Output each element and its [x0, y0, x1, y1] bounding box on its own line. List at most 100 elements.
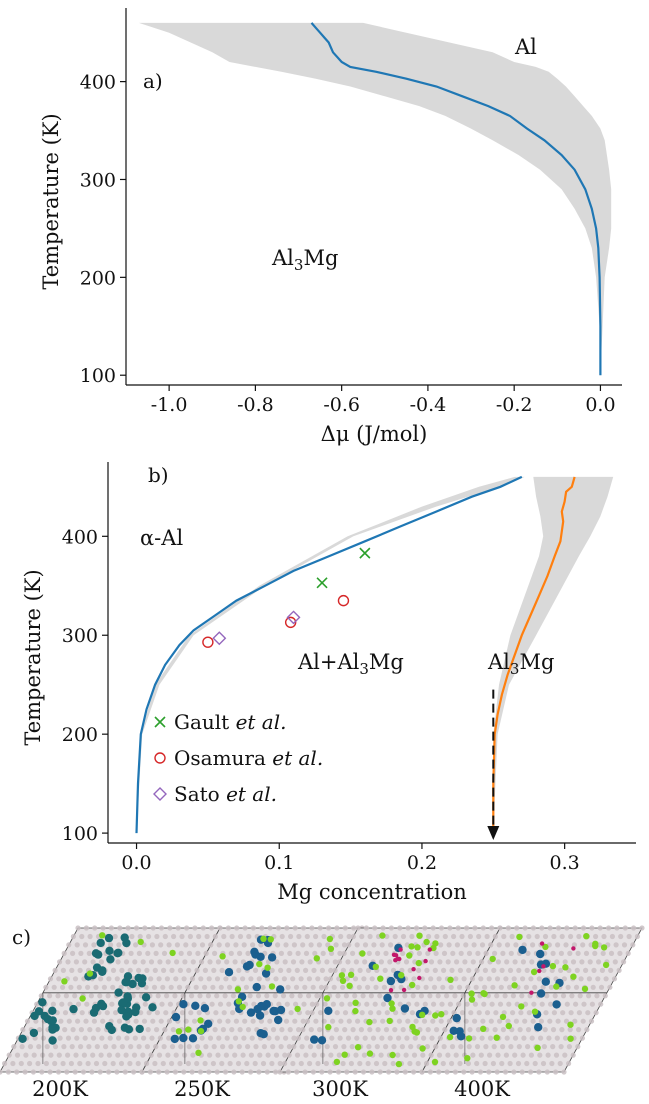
- lattice-atom: [258, 1018, 264, 1024]
- lattice-atom: [154, 1010, 160, 1016]
- lattice-atom: [465, 1060, 471, 1067]
- lattice-atom: [317, 925, 323, 931]
- lattice-atom: [60, 984, 66, 990]
- lattice-atom: [75, 925, 81, 931]
- lattice-atom: [365, 984, 371, 990]
- lattice-atom: [110, 1060, 116, 1067]
- y-tick-label: 400: [80, 72, 116, 94]
- lattice-atom: [445, 959, 451, 965]
- cluster-atom: [552, 1000, 561, 1009]
- lattice-atom: [217, 925, 223, 931]
- lattice-atom: [476, 1010, 482, 1016]
- lattice-atom: [192, 925, 198, 931]
- lattice-atom: [278, 950, 284, 957]
- lattice-atom: [52, 1060, 58, 1067]
- lattice-atom: [215, 959, 221, 965]
- lattice-atom: [103, 1044, 109, 1050]
- lattice-atom: [471, 942, 477, 948]
- lattice-atom: [578, 976, 584, 982]
- lattice-atom: [547, 925, 553, 931]
- lattice-atom: [68, 984, 74, 990]
- lattice-atom: [500, 1027, 506, 1033]
- lattice-atom: [593, 1010, 599, 1016]
- lattice-atom: [502, 993, 508, 999]
- lattice-atom: [392, 933, 398, 940]
- lattice-atom: [90, 1035, 97, 1041]
- solute-atom: [99, 932, 106, 939]
- lattice-atom: [209, 1001, 215, 1007]
- uncertainty-band: [138, 22, 612, 376]
- cluster-atom: [170, 1034, 179, 1044]
- lattice-atom: [237, 950, 243, 957]
- lattice-atom: [65, 1052, 71, 1058]
- lattice-atom: [425, 950, 431, 957]
- solute-atom-magenta: [571, 946, 576, 951]
- lattice-atom: [393, 993, 400, 999]
- solute-atom: [446, 1033, 454, 1041]
- lattice-atom: [43, 1060, 50, 1067]
- lattice-atom: [75, 1001, 82, 1007]
- lattice-atom: [135, 1060, 141, 1067]
- solute-atom: [415, 959, 422, 967]
- lattice-atom: [548, 1001, 554, 1007]
- lattice-atom: [525, 1027, 532, 1033]
- lattice-atom: [589, 925, 595, 931]
- x-tick-label: 0.1: [264, 852, 294, 874]
- lattice-atom: [500, 1044, 506, 1050]
- legend-marker-sato: [153, 787, 167, 801]
- x-tick-label: 0.0: [585, 394, 615, 416]
- lattice-atom: [57, 1035, 63, 1041]
- lattice-atom: [239, 1069, 245, 1075]
- lattice-atom: [470, 1052, 476, 1058]
- solute-atom: [86, 970, 94, 977]
- lattice-atom: [592, 950, 598, 957]
- lattice-atom: [600, 950, 606, 957]
- lattice-atom: [590, 984, 596, 990]
- lattice-atom: [507, 984, 513, 990]
- solute-atom: [256, 960, 263, 968]
- lattice-atom: [175, 925, 181, 931]
- lattice-atom: [150, 925, 156, 931]
- lattice-atom: [380, 925, 386, 931]
- cluster-atom: [262, 1000, 271, 1009]
- lattice-atom: [352, 1069, 358, 1075]
- lattice-atom: [228, 950, 234, 957]
- lattice-atom: [494, 976, 501, 982]
- lattice-atom: [551, 933, 557, 940]
- lattice-atom: [307, 1044, 314, 1050]
- lattice-atom: [70, 950, 76, 957]
- lattice-atom: [60, 1060, 66, 1067]
- lattice-atom: [181, 976, 187, 982]
- lattice-atom: [117, 925, 123, 931]
- lattice-atom: [52, 967, 58, 974]
- lattice-atom: [176, 984, 183, 990]
- lattice-atom: [492, 1027, 498, 1033]
- lattice-atom: [498, 984, 504, 990]
- lattice-atom: [199, 1035, 205, 1041]
- lattice-atom: [509, 1010, 516, 1016]
- lattice-atom: [614, 925, 620, 931]
- snapshot-250K: [139, 925, 365, 1075]
- lattice-atom: [565, 984, 571, 990]
- lattice-atom: [607, 984, 613, 990]
- cluster-atom: [40, 1011, 49, 1021]
- lattice-atom: [308, 942, 314, 948]
- lattice-atom: [444, 993, 450, 999]
- x-tick-label: -0.8: [237, 394, 274, 416]
- lattice-atom: [355, 925, 361, 931]
- lattice-atom: [451, 1010, 457, 1016]
- lattice-atom: [279, 933, 285, 940]
- lattice-atom: [519, 1069, 525, 1075]
- lattice-atom: [441, 950, 448, 957]
- uncertainty-band: [136, 476, 525, 834]
- lattice-atom: [118, 1060, 125, 1067]
- solute-atom: [468, 990, 475, 997]
- lattice-atom: [261, 1044, 267, 1050]
- solute-atom: [447, 976, 454, 983]
- data-point-gault: [359, 547, 371, 559]
- lattice-atom: [372, 925, 378, 931]
- lattice-atom: [31, 1052, 37, 1058]
- lattice-atom: [275, 925, 282, 931]
- lattice-atom: [152, 1060, 158, 1067]
- lattice-atom: [323, 976, 329, 982]
